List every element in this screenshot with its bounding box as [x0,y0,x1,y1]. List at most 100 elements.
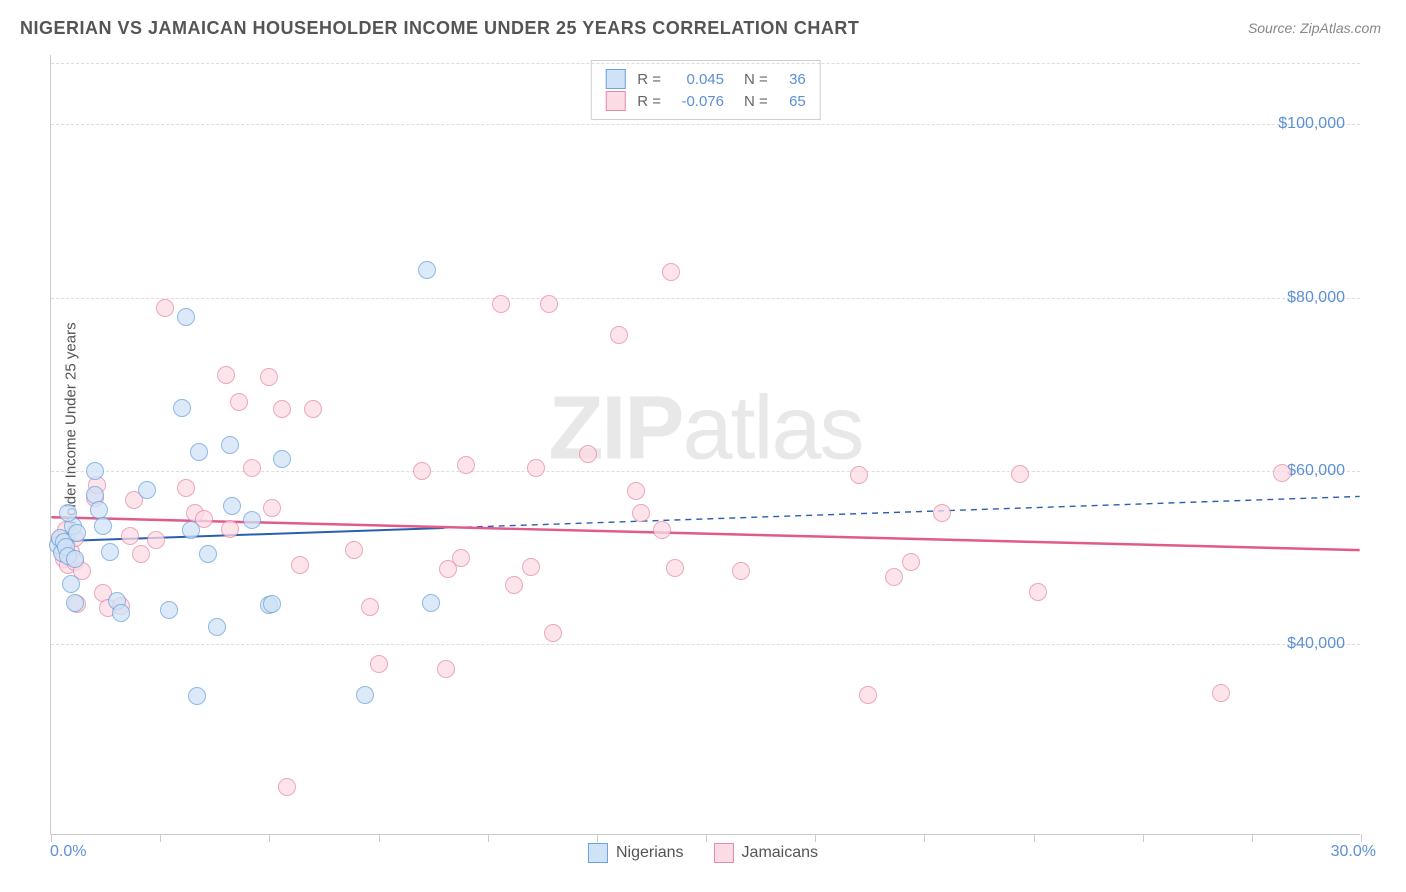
data-point [221,520,239,538]
data-point [370,655,388,673]
data-point [1273,464,1291,482]
x-tick [1143,834,1144,842]
x-tick [815,834,816,842]
legend-swatch [714,843,734,863]
data-point [850,466,868,484]
data-point [632,504,650,522]
data-point [260,368,278,386]
data-point [413,462,431,480]
gridline [51,63,1360,64]
data-point [356,686,374,704]
series-legend-item: Nigerians [588,843,684,863]
data-point [492,295,510,313]
x-tick [488,834,489,842]
data-point [182,521,200,539]
n-value: 36 [776,71,806,88]
data-point [345,541,363,559]
series-legend-label: Jamaicans [742,844,818,862]
legend-swatch [605,69,625,89]
data-point [273,450,291,468]
data-point [138,481,156,499]
plot-area: Householder Income Under 25 years ZIPatl… [50,55,1360,835]
chart-title: NIGERIAN VS JAMAICAN HOUSEHOLDER INCOME … [20,18,859,39]
data-point [223,497,241,515]
source-attribution: Source: ZipAtlas.com [1248,20,1381,36]
data-point [610,326,628,344]
data-point [304,400,322,418]
x-tick [1361,834,1362,842]
data-point [230,393,248,411]
data-point [437,660,455,678]
data-point [156,299,174,317]
data-point [666,559,684,577]
data-point [933,504,951,522]
series-legend: Nigerians Jamaicans [588,843,818,863]
data-point [217,366,235,384]
data-point [540,295,558,313]
data-point [422,594,440,612]
data-point [544,624,562,642]
watermark: ZIPatlas [548,377,862,480]
source-value: ZipAtlas.com [1300,20,1381,36]
data-point [457,456,475,474]
chart-container: NIGERIAN VS JAMAICAN HOUSEHOLDER INCOME … [0,0,1406,892]
data-point [1212,684,1230,702]
y-tick-label: $60,000 [1287,462,1345,480]
r-value: 0.045 [669,71,724,88]
data-point [291,556,309,574]
correlation-legend-row: R =-0.076N =65 [605,91,806,111]
r-label: R = [637,93,661,110]
data-point [208,618,226,636]
series-legend-label: Nigerians [616,844,684,862]
data-point [452,549,470,567]
data-point [418,261,436,279]
y-tick-label: $80,000 [1287,289,1345,307]
data-point [86,462,104,480]
data-point [859,686,877,704]
legend-swatch [588,843,608,863]
data-point [59,504,77,522]
data-point [199,545,217,563]
gridline [51,644,1360,645]
y-tick-label: $100,000 [1278,115,1345,133]
data-point [278,778,296,796]
data-point [361,598,379,616]
data-point [527,459,545,477]
x-tick [160,834,161,842]
data-point [121,527,139,545]
x-tick [269,834,270,842]
n-value: 65 [776,93,806,110]
data-point [101,543,119,561]
n-label: N = [744,71,768,88]
data-point [66,550,84,568]
data-point [132,545,150,563]
data-point [188,687,206,705]
gridline [51,124,1360,125]
data-point [112,604,130,622]
data-point [653,521,671,539]
data-point [263,499,281,517]
data-point [177,308,195,326]
data-point [505,576,523,594]
data-point [263,595,281,613]
watermark-bold: ZIP [548,378,682,478]
data-point [885,568,903,586]
data-point [94,517,112,535]
x-tick [1034,834,1035,842]
data-point [68,524,86,542]
data-point [160,601,178,619]
x-tick [379,834,380,842]
gridline [51,298,1360,299]
legend-swatch [605,91,625,111]
data-point [732,562,750,580]
data-point [1011,465,1029,483]
x-axis-min-label: 0.0% [50,843,86,861]
r-label: R = [637,71,661,88]
watermark-light: atlas [682,378,862,478]
x-tick [51,834,52,842]
data-point [902,553,920,571]
data-point [177,479,195,497]
x-tick [924,834,925,842]
data-point [221,436,239,454]
data-point [62,575,80,593]
